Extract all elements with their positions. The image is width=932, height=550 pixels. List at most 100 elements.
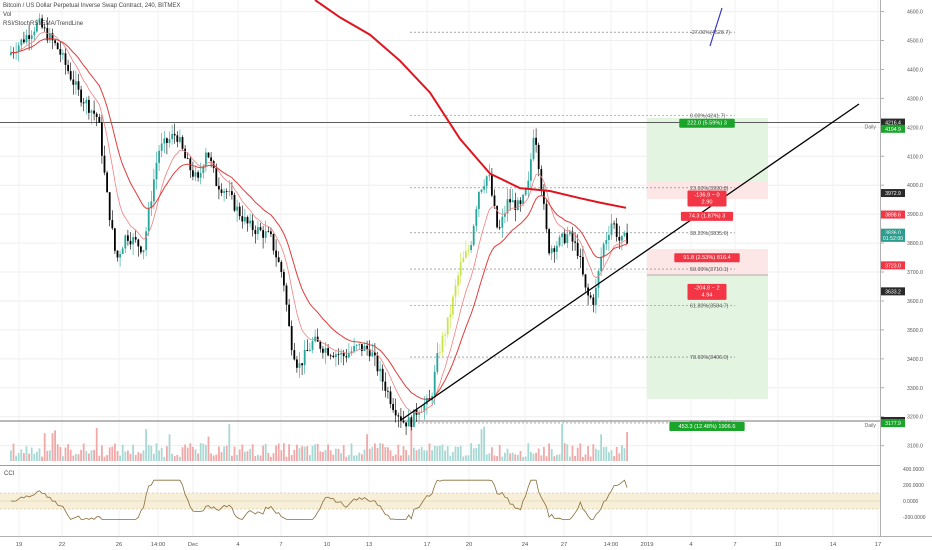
daily-level-label: Daily [864, 125, 876, 131]
candle-body [379, 368, 381, 372]
volume-bar [405, 450, 407, 461]
volume-bar [202, 443, 205, 461]
candle-body [49, 33, 51, 41]
candle-body [621, 235, 623, 241]
trendline-drawings[interactable] [400, 7, 860, 421]
candle-body [166, 138, 168, 143]
volume-bar [332, 454, 335, 461]
volume-bar [436, 446, 439, 461]
volume-bar [15, 455, 17, 461]
candle-body [439, 352, 441, 354]
volume-bar [407, 455, 410, 461]
price-axis-tag-text: 01:52:00 [883, 236, 903, 242]
candle-body [514, 200, 517, 210]
candle-body [88, 99, 90, 113]
volume-bar [220, 452, 223, 461]
candle-body [371, 352, 374, 357]
daily-level-label: Daily [864, 423, 876, 429]
candle-body [215, 168, 218, 186]
volume-bar [540, 455, 543, 461]
candle-body [522, 194, 524, 205]
volume-bar [535, 452, 537, 461]
volume-bars [10, 423, 628, 461]
volume-bar [296, 444, 298, 461]
volume-bar [314, 444, 316, 461]
volume-bar [238, 449, 241, 461]
candle-body [259, 227, 262, 231]
candle-body [267, 231, 270, 233]
volume-bar [574, 455, 576, 461]
volume-bar [137, 452, 140, 461]
candle-body [550, 248, 553, 254]
time-tick-label: 20 [466, 542, 472, 548]
candle-body [571, 231, 574, 242]
candle-body [350, 351, 353, 354]
volume-bar [480, 429, 483, 461]
candle-body [67, 64, 69, 72]
candle-body [95, 113, 98, 117]
time-tick-label: 14:00 [604, 542, 619, 548]
volume-bar [376, 447, 379, 461]
volume-bar [56, 444, 59, 461]
volume-bar [25, 446, 28, 461]
candle-body [85, 99, 88, 104]
candle-body [82, 102, 85, 104]
candle-body [361, 344, 363, 351]
candle-body [114, 228, 116, 251]
time-tick-label: 4 [689, 542, 693, 548]
volume-bar [254, 456, 257, 461]
volume-bar [103, 456, 106, 461]
candle-body [618, 236, 621, 241]
candle-body [327, 348, 329, 356]
position-tag-box [687, 283, 727, 300]
volume-bar [249, 448, 251, 461]
candle-body [142, 250, 145, 253]
candle-body [332, 355, 335, 358]
volume-bar [173, 456, 176, 461]
volume-bar [327, 444, 329, 461]
price-tick-label: 3200.0 [907, 415, 923, 421]
volume-bar [511, 452, 514, 461]
candle-body [402, 420, 405, 423]
candle-body [124, 235, 127, 249]
volume-bar [95, 427, 98, 461]
volume-bar [379, 443, 381, 461]
volume-bar [488, 453, 491, 461]
ema-mid-line [10, 38, 628, 400]
volume-bar [368, 448, 371, 461]
candle-body [168, 138, 171, 143]
time-tick-label: 14:00 [151, 542, 166, 548]
volume-bar [340, 453, 342, 461]
volume-bar [108, 447, 111, 461]
volume-bar [569, 456, 571, 461]
volume-bar [345, 456, 348, 461]
volume-bar [77, 454, 80, 461]
candle-body [54, 40, 56, 44]
volume-bar [350, 443, 353, 461]
candle-body [563, 233, 566, 244]
volume-bar [101, 445, 103, 461]
candle-body [470, 245, 472, 251]
volume-bar [129, 453, 132, 461]
candle-body [576, 242, 579, 256]
price-axis-tag-box [881, 419, 905, 428]
cci-tick-label: 0.0000 [903, 499, 919, 505]
candle-body [475, 209, 478, 226]
volume-bar [439, 445, 441, 461]
candle-body [288, 304, 290, 327]
volume-bar [23, 453, 25, 461]
chart-legend[interactable]: Bitcoin / US Dollar Perpetual Inverse Sw… [3, 2, 180, 29]
candle-body [283, 272, 285, 286]
time-axis[interactable] [0, 536, 932, 550]
volume-bar [85, 451, 88, 461]
volume-bar [181, 447, 184, 461]
volume-bar [592, 444, 595, 461]
position-tag-box [674, 253, 740, 263]
candle-body [600, 256, 602, 272]
candle-body [337, 354, 340, 356]
volume-bar [506, 448, 509, 461]
volume-bar [38, 448, 41, 461]
volume-bar [504, 452, 506, 461]
time-tick-label: 26 [116, 542, 122, 548]
